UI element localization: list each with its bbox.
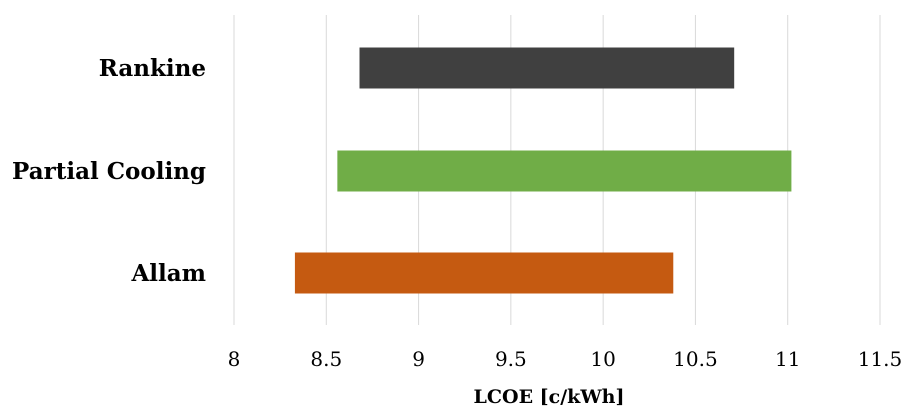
x-tick-label: 9.5: [495, 347, 527, 371]
category-label: Allam: [130, 260, 206, 287]
x-tick-label: 10: [590, 347, 615, 371]
bar-rankine: [359, 47, 735, 89]
x-tick-label: 8: [228, 347, 241, 371]
bar-allam: [294, 252, 674, 294]
x-tick-labels: 8 8.5 9 9.5 10 10.5 11 11.5: [228, 347, 903, 371]
x-tick-label: 11: [775, 347, 800, 371]
category-label: Partial Cooling: [12, 158, 206, 185]
x-tick-label: 10.5: [673, 347, 718, 371]
range-bars: [294, 47, 792, 294]
x-tick-label: 11.5: [858, 347, 903, 371]
x-tick-label: 8.5: [310, 347, 342, 371]
category-labels: Rankine Partial Cooling Allam: [12, 55, 206, 287]
category-label: Rankine: [99, 55, 206, 82]
x-tick-label: 9: [412, 347, 425, 371]
x-axis-title: LCOE [c/kWh]: [474, 386, 625, 408]
bar-partial-cooling: [337, 150, 792, 192]
